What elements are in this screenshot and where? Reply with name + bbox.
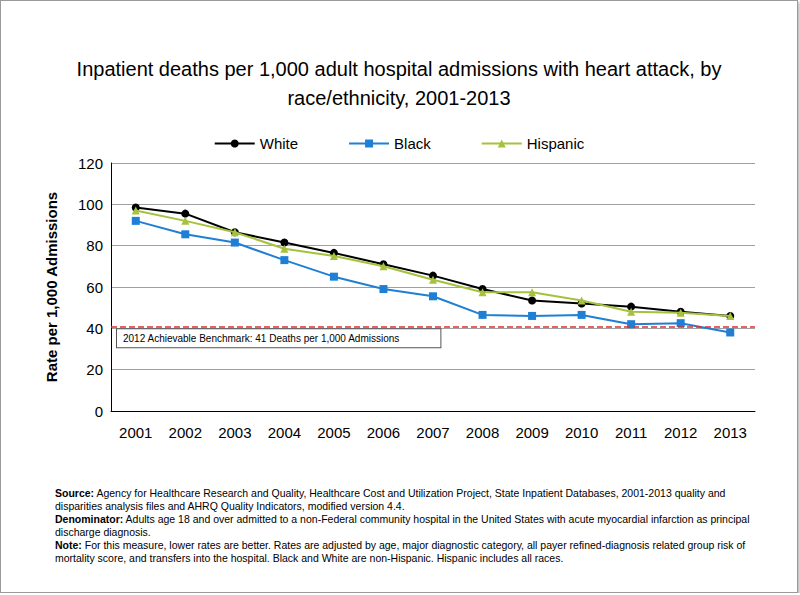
html-text:Denominator: Adults age 18 and: Denominator: Adults age 18 and over admi… <box>55 513 750 538</box>
svg-text:2007: 2007 <box>416 424 449 441</box>
svg-text:2002: 2002 <box>169 424 202 441</box>
svg-text:80: 80 <box>86 237 103 254</box>
svg-text:2008: 2008 <box>466 424 499 441</box>
svg-text:2003: 2003 <box>218 424 251 441</box>
svg-text:100: 100 <box>78 196 103 213</box>
svg-text:40: 40 <box>86 320 103 337</box>
svg-text:60: 60 <box>86 279 103 296</box>
svg-text:120: 120 <box>78 155 103 172</box>
svg-text:2013: 2013 <box>714 424 747 441</box>
svg-text:20: 20 <box>86 361 103 378</box>
svg-text:2012: 2012 <box>664 424 697 441</box>
svg-text:race/ethnicity, 2001-2013: race/ethnicity, 2001-2013 <box>287 87 510 109</box>
svg-text:White: White <box>260 135 298 152</box>
svg-text:2005: 2005 <box>317 424 350 441</box>
svg-text:2001: 2001 <box>119 424 152 441</box>
html-text:Source: Agency for Healthcare: Source: Agency for Healthcare Research a… <box>55 487 726 512</box>
svg-text:2009: 2009 <box>515 424 548 441</box>
svg-text:2006: 2006 <box>367 424 400 441</box>
svg-text:2011: 2011 <box>615 424 647 441</box>
svg-text:2010: 2010 <box>565 424 598 441</box>
svg-text:0: 0 <box>95 403 103 420</box>
svg-text:2012 Achievable Benchmark: 41: 2012 Achievable Benchmark: 41 Deaths per… <box>123 333 399 344</box>
html-text:Note: For this measure, lower: Note: For this measure, lower rates are … <box>55 539 746 564</box>
svg-text:Rate per 1,000 Admissions: Rate per 1,000 Admissions <box>43 192 60 382</box>
svg-text:2004: 2004 <box>268 424 301 441</box>
svg-text:Inpatient deaths per 1,000 adu: Inpatient deaths per 1,000 adult hospita… <box>77 58 722 80</box>
svg-text:Black: Black <box>394 135 431 152</box>
svg-text:Hispanic: Hispanic <box>527 135 585 152</box>
